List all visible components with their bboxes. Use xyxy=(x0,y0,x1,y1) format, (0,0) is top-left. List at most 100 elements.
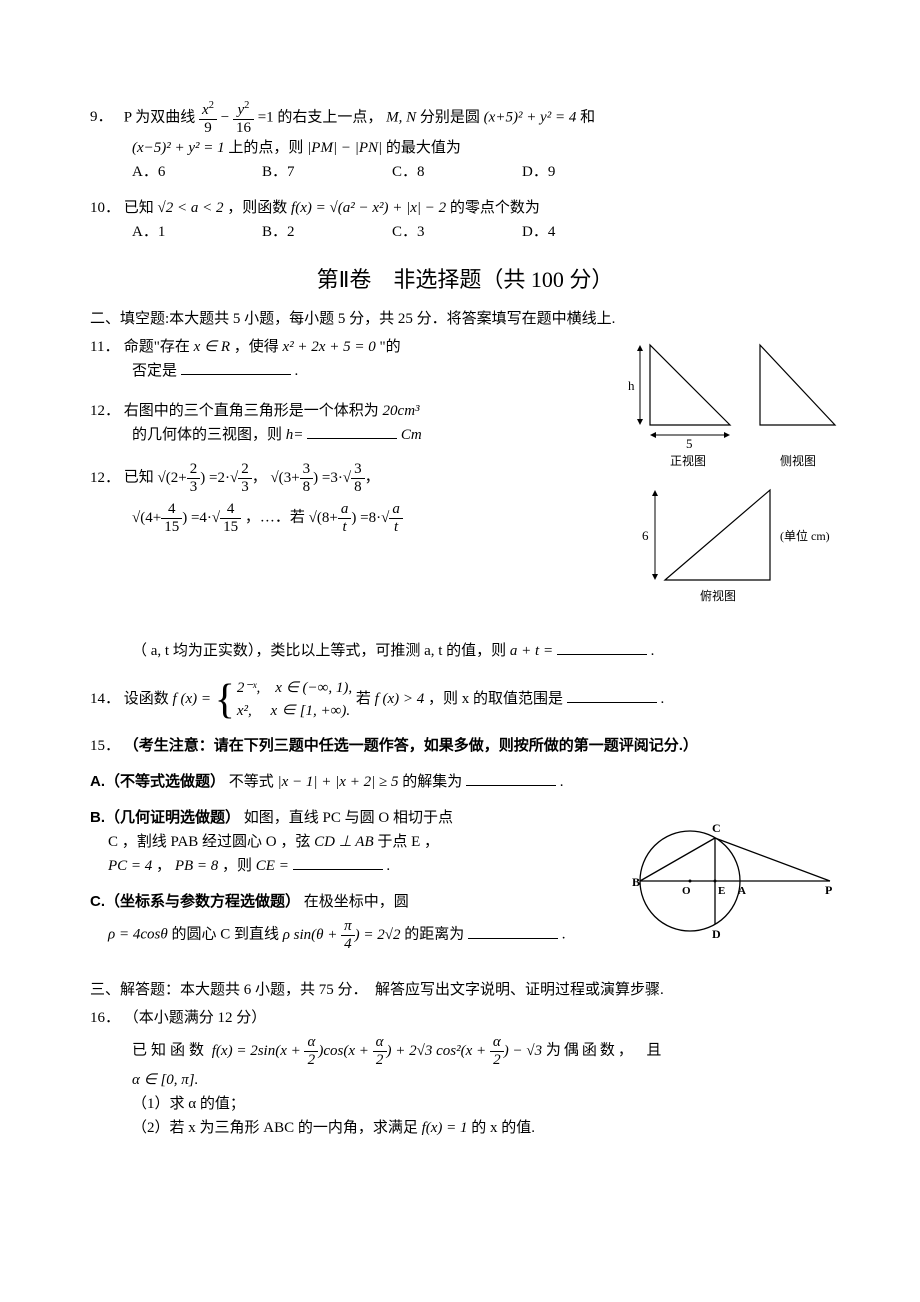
q15a-inequality: |x − 1| + |x + 2| ≥ 5 xyxy=(278,774,399,790)
q16-number: 16． xyxy=(90,1006,120,1030)
q10-option-d: D．4 xyxy=(522,220,652,244)
q14-piece-2: x², x ∈ [1, +∞). xyxy=(237,700,352,723)
q16-stem: 已知函数 f(x) = 2sin(x + α2)cos(x + α2) + 2√… xyxy=(90,1034,840,1068)
q14-fx: f (x) = xyxy=(173,691,211,707)
q14-condition: f (x) > 4 xyxy=(375,691,425,707)
q12a-number: 12． xyxy=(90,399,120,423)
q15b-label: B.（几何证明选做题） xyxy=(90,809,240,826)
top-view-label: 俯视图 xyxy=(700,588,736,603)
q12a-blank xyxy=(307,423,397,439)
q9-options: A．6 B．7 C．8 D．9 xyxy=(90,160,840,184)
q9-option-c: C．8 xyxy=(392,160,522,184)
q11-line-2: 否定是 . xyxy=(90,359,610,383)
q10-option-b: B．2 xyxy=(262,220,392,244)
q15b-line-2: C ，割线 PAB 经过圆心 O ，弦 CD ⊥ AB 于点 E ， xyxy=(90,830,620,854)
q15c-label: C.（坐标系与参数方程选做题） xyxy=(90,893,300,910)
side-view-label: 侧视图 xyxy=(780,453,816,468)
question-15c: C.（坐标系与参数方程选做题） 在极坐标中，圆 ρ = 4cosθ 的圆心 C … xyxy=(90,890,620,952)
label-d: D xyxy=(712,927,721,941)
q11-equation: x² + 2x + 5 = 0 xyxy=(283,339,376,355)
q16-points: （本小题满分 12 分） xyxy=(124,1010,267,1026)
q16-alpha-range: α ∈ [0, π]. xyxy=(90,1068,840,1092)
q14-piecewise: { 2⁻ˣ, x ∈ (−∞, 1), x², x ∈ [1, +∞). xyxy=(215,677,352,722)
q12b-eq-2: √(3+38) =3·√38 xyxy=(270,470,364,486)
label-c: C xyxy=(712,821,721,835)
q15-note: （考生注意：请在下列三题中任选一题作答，如果多做，则按所做的第一题评阅记分.） xyxy=(124,737,698,754)
question-12b: 12． 已知 √(2+23) =2·√23， √(3+38) =3·√38， √… xyxy=(90,461,610,535)
q9-circle-1: (x+5)² + y² = 4 xyxy=(484,109,577,125)
q15b-line-3: PC = 4 ， PB = 8 ，则 CE = . xyxy=(90,854,620,878)
label-e: E xyxy=(718,885,725,897)
q15c-line-eq: ρ sin(θ + π4) = 2√2 xyxy=(283,927,405,943)
q12b-eq-3: √(4+415) =4·√415 xyxy=(132,510,241,526)
section-2-title: 第Ⅱ卷 非选择题（共 100 分） xyxy=(90,262,840,297)
q15b-blank xyxy=(293,854,383,870)
q9-frac-1: x2 9 xyxy=(199,100,217,136)
q14-number: 14． xyxy=(90,687,120,711)
unit-label: (单位 cm) xyxy=(780,528,830,543)
top-view-triangle: 6 俯视图 xyxy=(642,490,770,603)
q10-number: 10． xyxy=(90,196,120,220)
question-12a: 12． 右图中的三个直角三角形是一个体积为 20cm³ 的几何体的三视图，则 h… xyxy=(90,399,610,447)
q9-mn: M, N xyxy=(386,109,416,125)
q12b-blank xyxy=(557,639,647,655)
six-label: 6 xyxy=(642,528,649,543)
q12b-line-2: √(4+415) =4·√415 ，…．若 √(8+at) =8·√at xyxy=(90,501,610,535)
q12a-h-eq: h= xyxy=(286,427,304,443)
q9-line-2: (x−5)² + y² = 1 上的点，则 |PM| − |PN| 的最大值为 xyxy=(90,136,840,160)
question-10: 10． 已知 √2 < a < 2 ，则函数 f(x) = √(a² − x²)… xyxy=(90,196,840,244)
q9-option-d: D．9 xyxy=(522,160,652,184)
q12b-eq-1: √(2+23) =2·√23 xyxy=(158,470,252,486)
label-p: P xyxy=(825,883,832,897)
side-view-triangle: 侧视图 xyxy=(760,345,835,468)
q12a-line-2: 的几何体的三视图，则 h= Cm xyxy=(90,423,610,447)
circle-tangent-figure: B O E A P C D xyxy=(620,806,840,956)
q10-options: A．1 B．2 C．3 D．4 xyxy=(90,220,840,244)
question-9: 9． P 为双曲线 x2 9 − y2 16 =1 的右支上一点， M, N 分… xyxy=(90,100,840,184)
q9-option-a: A．6 xyxy=(132,160,262,184)
q14-piece-1: 2⁻ˣ, x ∈ (−∞, 1), xyxy=(237,677,352,700)
q12a-cm: Cm xyxy=(401,427,422,443)
q9-text-2: =1 的右支上一点， xyxy=(258,109,383,125)
question-16: 16． （本小题满分 12 分） 已知函数 f(x) = 2sin(x + α2… xyxy=(90,1006,840,1140)
solve-heading: 三、解答题：本大题共 6 小题，共 75 分． 解答应写出文字说明、证明过程或演… xyxy=(90,978,840,1002)
q15a-blank xyxy=(466,770,556,786)
q9-number: 9． xyxy=(90,105,120,129)
q16-function: f(x) = 2sin(x + α2)cos(x + α2) + 2√3 cos… xyxy=(212,1043,546,1059)
question-15b: B.（几何证明选做题） 如图，直线 PC 与圆 O 相切于点 C ，割线 PAB… xyxy=(90,806,620,964)
q12a-volume: 20cm³ xyxy=(383,403,420,419)
q12b-conclusion: （ a, t 均为正实数），类比以上等式，可推测 a, t 的值，则 a + t… xyxy=(90,639,840,663)
h-label: h xyxy=(628,378,635,393)
q9-circle-2: (x−5)² + y² = 1 xyxy=(132,140,225,156)
q9-option-b: B．7 xyxy=(262,160,392,184)
q16-part-2: （2）若 x 为三角形 ABC 的一内角，求满足 f(x) = 1 的 x 的值… xyxy=(90,1116,840,1140)
q12b-number: 12． xyxy=(90,466,120,490)
q11-x-in-r: x ∈ R xyxy=(194,339,230,355)
q11-blank xyxy=(181,359,291,375)
q16-part-1: （1）求 α 的值； xyxy=(90,1092,840,1116)
label-b: B xyxy=(632,875,640,889)
front-view-triangle: h 5 正视图 xyxy=(628,345,730,468)
three-views-figure: h 5 正视图 侧视图 6 俯视图 (单位 cm xyxy=(620,335,840,625)
q10-condition: √2 < a < 2 xyxy=(158,200,224,216)
question-15: 15． （考生注意：请在下列三题中任选一题作答，如果多做，则按所做的第一题评阅记… xyxy=(90,734,840,758)
q10-function: f(x) = √(a² − x²) + |x| − 2 xyxy=(291,200,446,216)
question-15a: A.（不等式选做题） 不等式 |x − 1| + |x + 2| ≥ 5 的解集… xyxy=(90,770,840,794)
five-label: 5 xyxy=(686,436,693,451)
q9-text-1: P 为双曲线 xyxy=(124,109,196,125)
fill-in-heading: 二、填空题:本大题共 5 小题，每小题 5 分，共 25 分．将答案填写在题中横… xyxy=(90,307,840,331)
q9-pm-pn: |PM| − |PN| xyxy=(307,140,382,156)
q12b-eq-4: √(8+at) =8·√at xyxy=(309,510,403,526)
q10-option-a: A．1 xyxy=(132,220,262,244)
q14-blank xyxy=(567,687,657,703)
question-14: 14． 设函数 f (x) = { 2⁻ˣ, x ∈ (−∞, 1), x², … xyxy=(90,677,840,722)
q15a-label: A.（不等式选做题） xyxy=(90,773,225,790)
q11-number: 11． xyxy=(90,335,120,359)
q10-option-c: C．3 xyxy=(392,220,522,244)
q15c-blank xyxy=(468,923,558,939)
q15c-line-2: ρ = 4cosθ 的圆心 C 到直线 ρ sin(θ + π4) = 2√2 … xyxy=(90,918,620,952)
label-a: A xyxy=(738,885,746,897)
q16-fx-eq-1: f(x) = 1 xyxy=(422,1120,468,1136)
q9-stem: 9． P 为双曲线 x2 9 − y2 16 =1 的右支上一点， M, N 分… xyxy=(90,100,840,136)
front-view-label: 正视图 xyxy=(670,453,706,468)
